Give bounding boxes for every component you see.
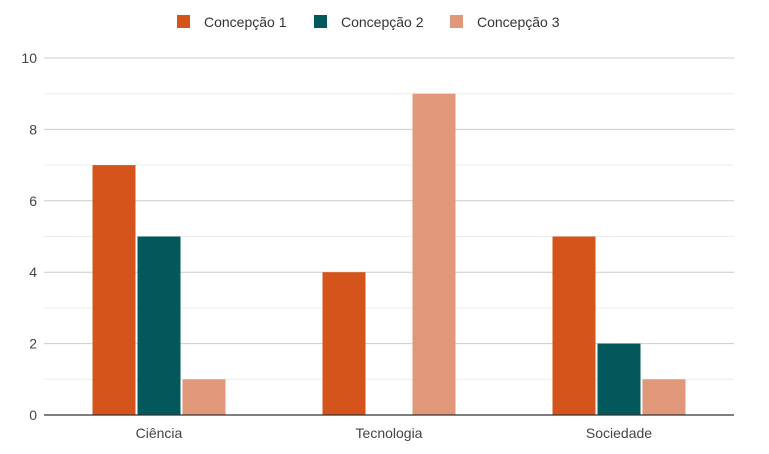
legend-swatch (314, 15, 327, 28)
x-category-label: Tecnologia (356, 425, 423, 441)
bar (552, 236, 596, 415)
y-tick-label: 2 (29, 336, 37, 352)
bar (182, 379, 226, 415)
x-axis: Ciência Tecnologia Sociedade (44, 414, 734, 441)
bar (137, 236, 181, 415)
y-tick-label: 6 (29, 193, 37, 209)
y-axis-ticks: 0 2 4 6 8 10 (21, 50, 37, 423)
x-category-label: Sociedade (586, 425, 652, 441)
legend-label: Concepção 2 (341, 14, 424, 30)
bar (412, 93, 456, 415)
bar (92, 165, 136, 415)
y-tick-label: 0 (29, 407, 37, 423)
bar (642, 379, 686, 415)
y-tick-label: 8 (29, 121, 37, 137)
legend-label: Concepção 3 (477, 14, 560, 30)
legend-label: Concepção 1 (204, 14, 287, 30)
bar (322, 272, 366, 415)
legend: Concepção 1 Concepção 2 Concepção 3 (177, 14, 560, 30)
x-category-label: Ciência (136, 425, 183, 441)
y-tick-label: 10 (21, 50, 37, 66)
legend-swatch (450, 15, 463, 28)
legend-swatch (177, 15, 190, 28)
bars (92, 93, 686, 415)
y-tick-label: 4 (29, 264, 37, 280)
bar (597, 343, 641, 415)
